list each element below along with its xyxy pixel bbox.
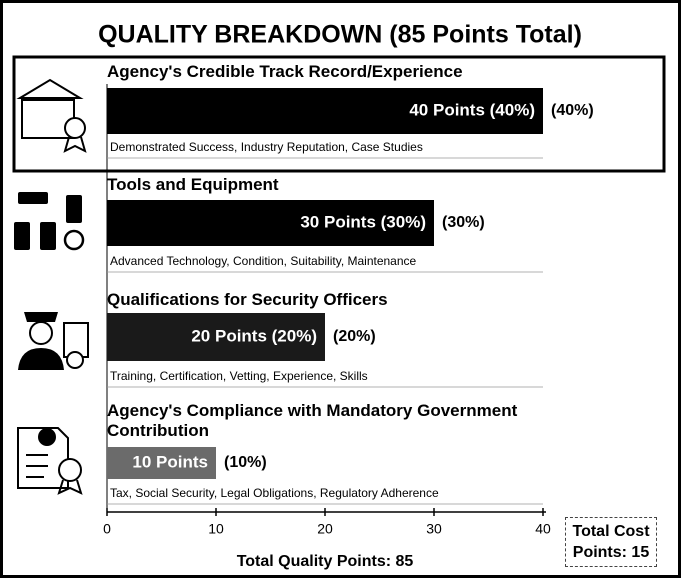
percent-label: (10%) bbox=[224, 454, 267, 471]
category-label: Tools and Equipment bbox=[107, 175, 547, 195]
chart-title: QUALITY BREAKDOWN (85 Points Total) bbox=[98, 21, 582, 49]
category-label: Agency's Compliance with Mandatory Gover… bbox=[107, 401, 547, 441]
percent-label: (20%) bbox=[333, 328, 376, 345]
icon-officer bbox=[18, 312, 88, 370]
infographic: QUALITY BREAKDOWN (85 Points Total) 0 10 2… bbox=[0, 0, 681, 578]
category-description: Advanced Technology, Condition, Suitabil… bbox=[110, 254, 416, 268]
x-tick-label: 10 bbox=[208, 521, 224, 537]
value-label: 30 Points (30%) bbox=[300, 212, 426, 231]
value-label: 40 Points (40%) bbox=[409, 100, 535, 119]
icon-compliance bbox=[18, 428, 81, 493]
x-tick-label: 0 bbox=[103, 521, 111, 537]
category-description: Training, Certification, Vetting, Experi… bbox=[110, 369, 368, 383]
category-description: Tax, Social Security, Legal Obligations,… bbox=[110, 486, 439, 500]
x-tick-label: 30 bbox=[426, 521, 442, 537]
category-description: Demonstrated Success, Industry Reputatio… bbox=[110, 140, 423, 154]
x-tick-label: 40 bbox=[535, 521, 551, 537]
percent-label: (30%) bbox=[442, 214, 485, 231]
value-label: 20 Points (20%) bbox=[191, 326, 317, 345]
category-label: Qualifications for Security Officers bbox=[107, 290, 547, 310]
icon-history bbox=[20, 80, 85, 151]
value-label: 10 Points bbox=[132, 452, 208, 471]
icon-tools bbox=[14, 192, 83, 250]
side-note: Total Cost Points: 15 bbox=[565, 517, 657, 567]
x-tick-label: 20 bbox=[317, 521, 333, 537]
x-axis-label: Total Quality Points: 85 bbox=[237, 553, 414, 570]
percent-label: (40%) bbox=[551, 102, 594, 119]
category-label: Agency's Credible Track Record/Experienc… bbox=[107, 62, 547, 82]
